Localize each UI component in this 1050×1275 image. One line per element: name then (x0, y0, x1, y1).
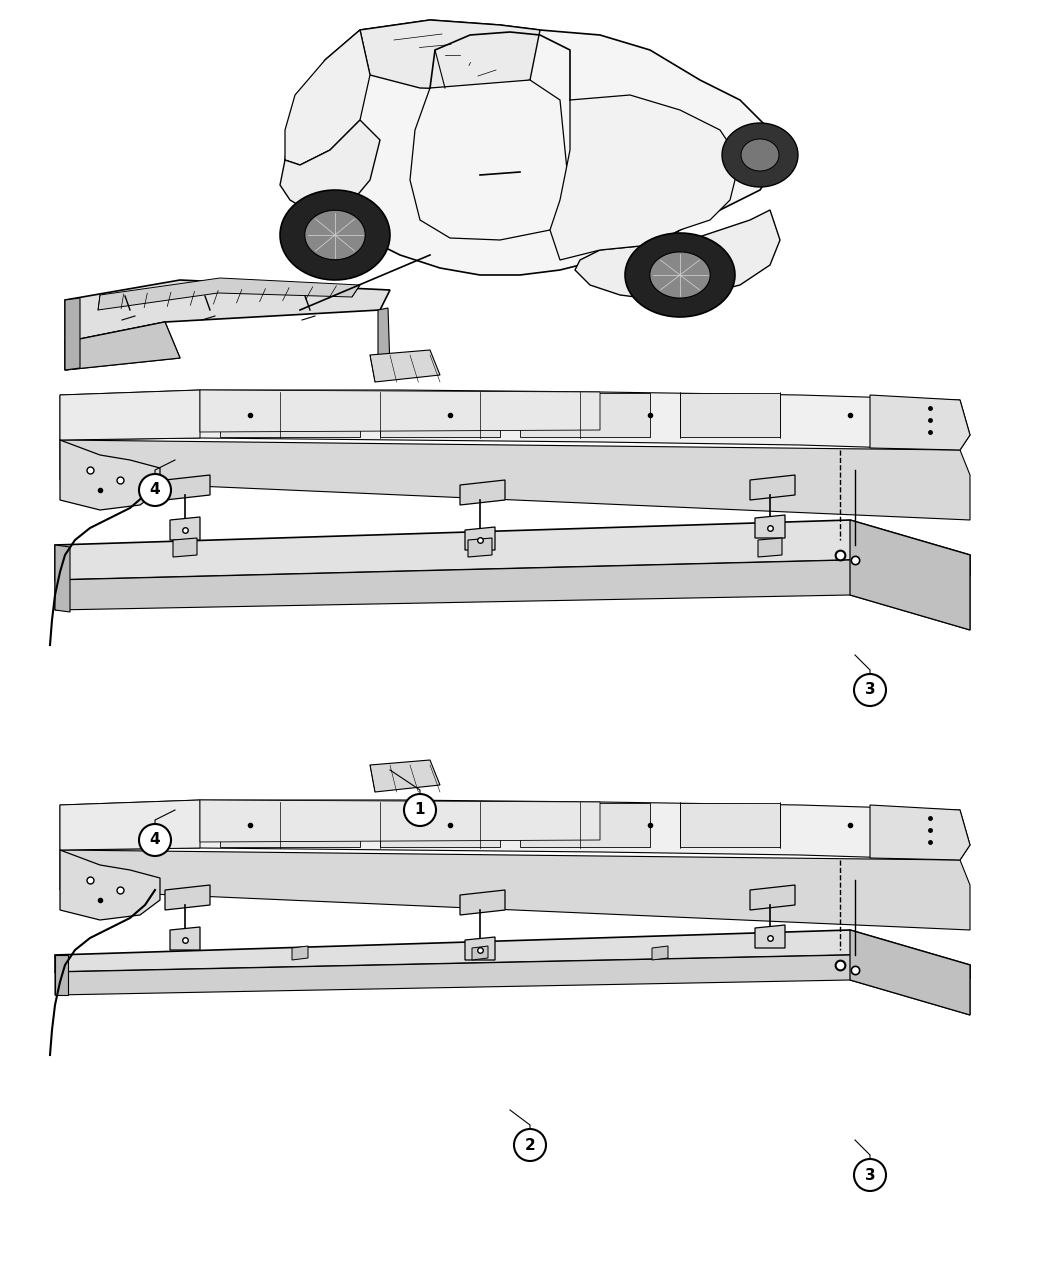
Polygon shape (758, 538, 782, 557)
Polygon shape (680, 803, 780, 847)
Polygon shape (98, 278, 360, 310)
Polygon shape (370, 351, 440, 382)
Polygon shape (55, 929, 970, 978)
Polygon shape (60, 440, 160, 510)
Circle shape (854, 1159, 886, 1191)
Polygon shape (200, 799, 600, 842)
Polygon shape (60, 850, 160, 921)
Polygon shape (55, 560, 970, 630)
Polygon shape (65, 280, 390, 342)
Circle shape (139, 474, 171, 506)
Text: 3: 3 (865, 682, 876, 697)
Polygon shape (625, 233, 735, 317)
Polygon shape (60, 390, 970, 450)
Polygon shape (465, 527, 495, 550)
Polygon shape (55, 955, 68, 994)
Polygon shape (360, 20, 540, 91)
Polygon shape (55, 520, 970, 580)
Polygon shape (220, 393, 360, 437)
Text: 2: 2 (525, 1137, 536, 1153)
Polygon shape (750, 476, 795, 500)
Polygon shape (55, 544, 70, 612)
Polygon shape (304, 210, 365, 260)
Polygon shape (170, 927, 200, 950)
Polygon shape (285, 20, 780, 275)
Polygon shape (280, 190, 390, 280)
Circle shape (514, 1128, 546, 1162)
Polygon shape (60, 850, 970, 929)
Polygon shape (680, 393, 780, 437)
Polygon shape (60, 440, 970, 520)
Polygon shape (575, 210, 780, 300)
Text: 4: 4 (150, 482, 161, 497)
Polygon shape (750, 885, 795, 910)
Circle shape (139, 824, 171, 856)
Polygon shape (520, 393, 650, 437)
Circle shape (854, 674, 886, 706)
Text: 4: 4 (150, 833, 161, 848)
Polygon shape (220, 803, 360, 847)
Polygon shape (378, 309, 390, 370)
Polygon shape (472, 946, 488, 960)
Polygon shape (465, 937, 495, 960)
Circle shape (404, 794, 436, 826)
Polygon shape (722, 122, 798, 187)
Polygon shape (755, 924, 785, 949)
Polygon shape (280, 120, 380, 215)
Polygon shape (173, 538, 197, 557)
Polygon shape (170, 516, 200, 541)
Polygon shape (468, 538, 492, 557)
Polygon shape (165, 885, 210, 910)
Text: 3: 3 (865, 1168, 876, 1182)
Polygon shape (652, 946, 668, 960)
Polygon shape (65, 323, 180, 370)
Polygon shape (200, 390, 600, 432)
Polygon shape (550, 96, 740, 260)
Polygon shape (520, 803, 650, 847)
Polygon shape (755, 515, 785, 538)
Polygon shape (285, 31, 370, 164)
Polygon shape (460, 890, 505, 915)
Polygon shape (380, 803, 500, 847)
Polygon shape (370, 760, 440, 792)
Polygon shape (65, 298, 80, 370)
Polygon shape (870, 805, 970, 861)
Polygon shape (850, 520, 970, 630)
Polygon shape (292, 946, 308, 960)
Polygon shape (741, 139, 779, 171)
Polygon shape (60, 799, 200, 850)
Polygon shape (650, 252, 710, 298)
Polygon shape (410, 80, 570, 240)
Polygon shape (55, 955, 970, 1015)
Polygon shape (380, 393, 500, 437)
Polygon shape (870, 395, 970, 450)
Polygon shape (460, 479, 505, 505)
Polygon shape (65, 323, 180, 370)
Polygon shape (850, 929, 970, 1015)
Text: 1: 1 (415, 802, 425, 817)
Polygon shape (60, 799, 970, 861)
Polygon shape (60, 390, 200, 440)
Polygon shape (165, 476, 210, 500)
